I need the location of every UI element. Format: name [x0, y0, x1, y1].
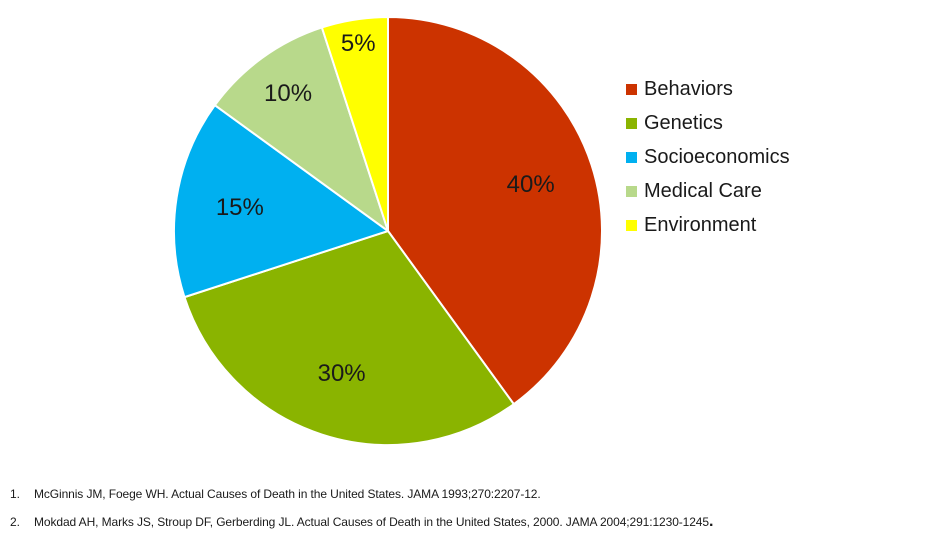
reference-trailing: .	[708, 513, 714, 530]
legend-swatch-behaviors	[626, 83, 637, 95]
pie-chart: 40% 30% 15% 10% 5%	[173, 16, 603, 446]
reference-text: Mokdad AH, Marks JS, Stroup DF, Gerberdi…	[34, 515, 709, 529]
legend-item-medical-care: Medical Care	[626, 174, 790, 208]
pie-slice-label: 40%	[507, 171, 555, 198]
pie-slice-labels: 40% 30% 15% 10% 5%	[216, 30, 555, 387]
pie-slice-behaviors	[387, 16, 603, 406]
pie-slice-environment	[320, 16, 389, 232]
reference-number: 2.	[10, 515, 21, 529]
legend-label-medical-care: Medical Care	[644, 179, 762, 202]
pie-slice-genetics	[183, 230, 515, 446]
legend-swatch-medical-care	[626, 185, 637, 197]
legend-label-environment: Environment	[644, 213, 757, 236]
reference-text: McGinnis JM, Foege WH. Actual Causes of …	[34, 487, 541, 501]
pie-slice-label: 10%	[264, 80, 312, 107]
pie-slice-label: 30%	[318, 360, 366, 387]
legend-item-genetics: Genetics	[626, 106, 790, 140]
legend-item-socioeconomics: Socioeconomics	[626, 140, 790, 174]
pie-slice-label: 15%	[216, 194, 264, 221]
pie-slices	[173, 16, 603, 446]
reference-number: 1.	[10, 487, 21, 501]
pie-slice-label: 5%	[341, 30, 376, 57]
legend-label-socioeconomics: Socioeconomics	[644, 145, 790, 168]
reference-item: 1. McGinnis JM, Foege WH. Actual Causes o…	[10, 480, 713, 508]
legend-swatch-genetics	[626, 117, 637, 129]
legend-item-environment: Environment	[626, 208, 790, 242]
references-list: 1. McGinnis JM, Foege WH. Actual Causes o…	[10, 480, 713, 536]
legend-swatch-environment	[626, 219, 637, 231]
reference-item: 2. Mokdad AH, Marks JS, Stroup DF, Gerber…	[10, 508, 713, 536]
legend-item-behaviors: Behaviors	[626, 72, 790, 106]
legend-label-behaviors: Behaviors	[644, 77, 733, 100]
legend-label-genetics: Genetics	[644, 111, 723, 134]
legend-swatch-socioeconomics	[626, 151, 637, 163]
pie-slice-medical-care	[213, 26, 389, 232]
pie-slice-socioeconomics	[173, 104, 389, 299]
chart-legend: Behaviors Genetics Socioeconomics Medica…	[626, 72, 790, 242]
